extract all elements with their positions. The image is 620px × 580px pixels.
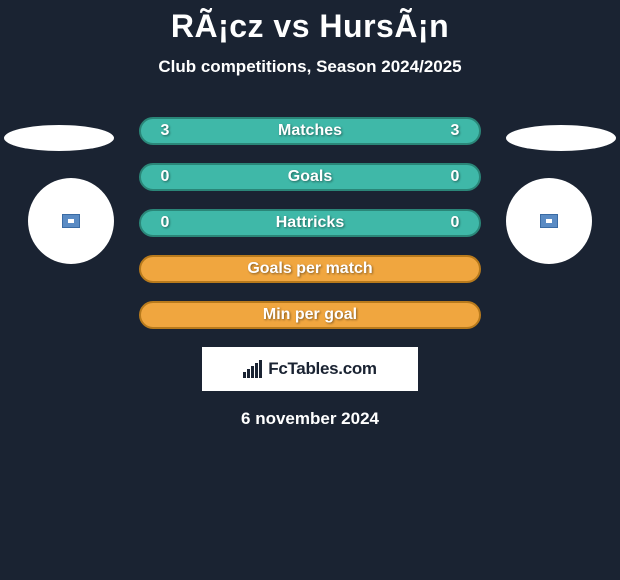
bar-chart-icon	[243, 360, 262, 378]
comparison-card: RÃ¡cz vs HursÃ¡n Club competitions, Seas…	[0, 0, 620, 580]
stat-row: 0 Hattricks 0	[139, 209, 481, 237]
stat-left-value: 0	[155, 214, 175, 232]
stat-left-value: 0	[155, 168, 175, 186]
stat-row: 0 Goals 0	[139, 163, 481, 191]
stat-label: Matches	[175, 122, 445, 140]
stat-label: Goals	[175, 168, 445, 186]
stats-list: 3 Matches 3 0 Goals 0 0 Hattricks 0 Goal…	[0, 117, 620, 329]
stat-label: Goals per match	[155, 260, 465, 278]
stat-right-value: 0	[445, 214, 465, 232]
footer-date: 6 november 2024	[0, 409, 620, 429]
stat-label: Hattricks	[175, 214, 445, 232]
page-title: RÃ¡cz vs HursÃ¡n	[0, 8, 620, 45]
stat-label: Min per goal	[155, 306, 465, 324]
stat-right-value: 0	[445, 168, 465, 186]
stat-left-value: 3	[155, 122, 175, 140]
brand-box: FcTables.com	[202, 347, 418, 391]
stat-row: Goals per match	[139, 255, 481, 283]
stat-right-value: 3	[445, 122, 465, 140]
stat-row: 3 Matches 3	[139, 117, 481, 145]
stat-row: Min per goal	[139, 301, 481, 329]
page-subtitle: Club competitions, Season 2024/2025	[0, 57, 620, 77]
brand-text: FcTables.com	[268, 359, 377, 379]
